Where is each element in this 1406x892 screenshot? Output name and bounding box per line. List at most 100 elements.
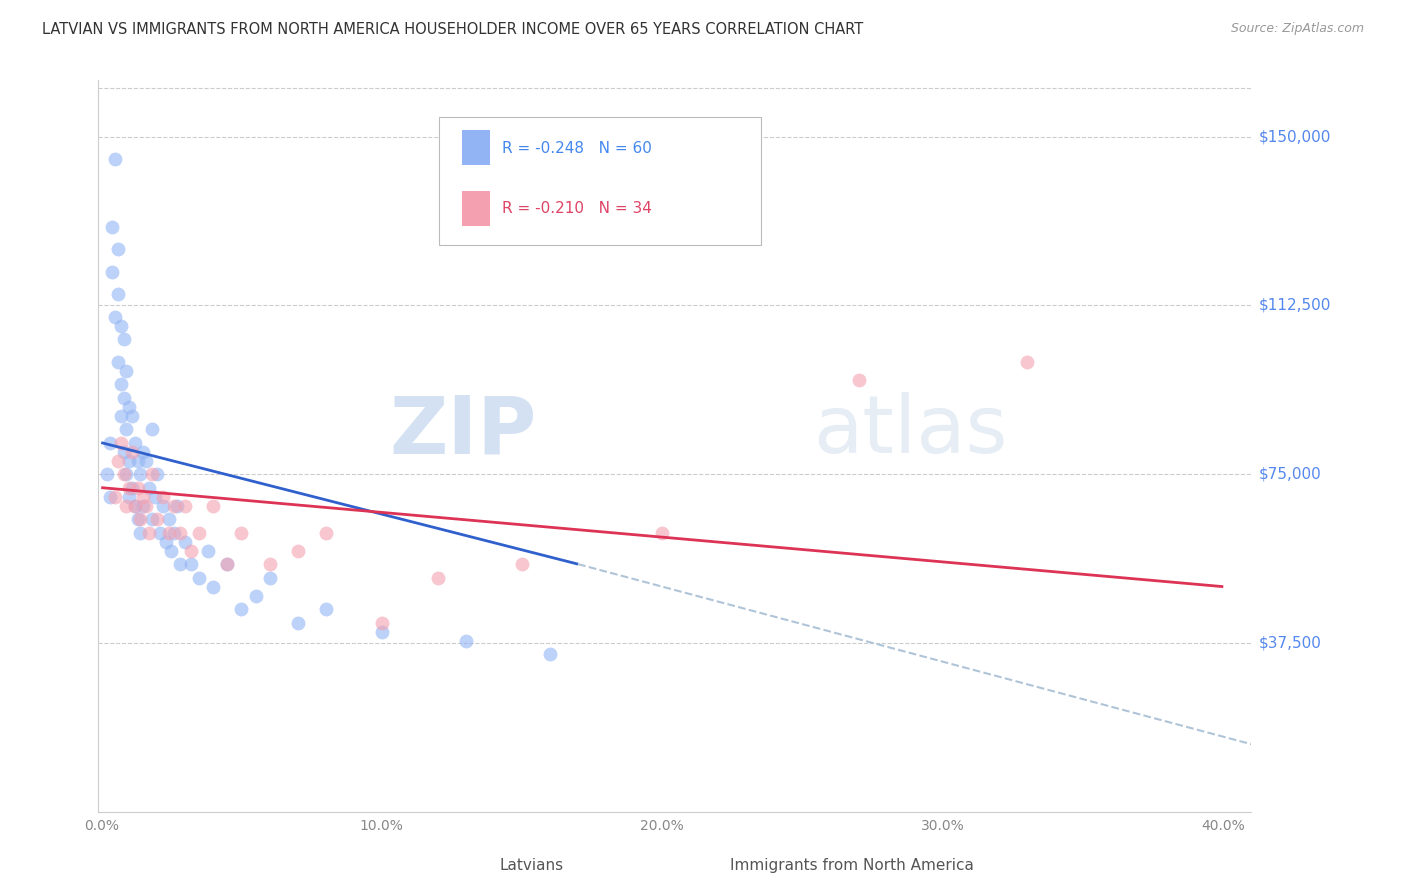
Point — [188, 525, 211, 540]
Point — [371, 615, 394, 630]
Text: R = -0.210   N = 34: R = -0.210 N = 34 — [502, 202, 652, 216]
Point — [121, 409, 143, 423]
Point — [107, 287, 129, 301]
Point — [180, 543, 202, 558]
Point — [104, 490, 127, 504]
Point — [160, 543, 183, 558]
Point — [180, 557, 202, 571]
Text: $37,500: $37,500 — [1258, 635, 1322, 650]
Point — [166, 499, 188, 513]
Point — [138, 481, 160, 495]
Point — [163, 499, 186, 513]
Point — [157, 525, 180, 540]
Point — [98, 435, 121, 450]
Bar — [461, 130, 491, 165]
Text: Source: ZipAtlas.com: Source: ZipAtlas.com — [1230, 22, 1364, 36]
Point — [202, 580, 225, 594]
Point — [135, 499, 157, 513]
Point — [115, 422, 138, 436]
Point — [112, 332, 135, 346]
Point — [110, 377, 132, 392]
Point — [132, 499, 155, 513]
Point — [315, 525, 337, 540]
Point — [202, 499, 225, 513]
Point — [217, 557, 239, 571]
Point — [169, 557, 191, 571]
Point — [287, 615, 309, 630]
Point — [129, 525, 152, 540]
Point — [1015, 354, 1038, 368]
Point — [426, 571, 449, 585]
Point — [127, 512, 149, 526]
Point — [118, 490, 141, 504]
Text: $150,000: $150,000 — [1258, 129, 1330, 144]
Point — [174, 534, 197, 549]
Point — [112, 391, 135, 405]
Point — [96, 467, 118, 482]
Text: $75,000: $75,000 — [1258, 467, 1322, 482]
Point — [118, 453, 141, 467]
Bar — [697, 852, 723, 880]
Point — [157, 512, 180, 526]
Point — [141, 422, 163, 436]
Point — [110, 318, 132, 333]
Point — [110, 409, 132, 423]
Point — [315, 602, 337, 616]
Point — [107, 242, 129, 256]
Point — [510, 557, 533, 571]
Point — [129, 467, 152, 482]
Point — [146, 512, 169, 526]
Point — [245, 589, 267, 603]
Point — [651, 525, 673, 540]
Point — [121, 481, 143, 495]
Point — [115, 467, 138, 482]
FancyBboxPatch shape — [439, 117, 762, 245]
Point — [138, 525, 160, 540]
Point — [188, 571, 211, 585]
Point — [132, 444, 155, 458]
Point — [101, 219, 124, 234]
Point — [217, 557, 239, 571]
Point — [112, 444, 135, 458]
Point — [287, 543, 309, 558]
Point — [141, 467, 163, 482]
Point — [107, 453, 129, 467]
Point — [197, 543, 219, 558]
Point — [848, 373, 870, 387]
Point — [118, 481, 141, 495]
Bar — [467, 852, 492, 880]
Point — [104, 310, 127, 324]
Point — [115, 499, 138, 513]
Point — [127, 453, 149, 467]
Point — [112, 467, 135, 482]
Point — [129, 512, 152, 526]
Point — [371, 624, 394, 639]
Text: Immigrants from North America: Immigrants from North America — [730, 858, 974, 873]
Point — [152, 490, 174, 504]
Point — [127, 481, 149, 495]
Point — [118, 400, 141, 414]
Text: atlas: atlas — [813, 392, 1008, 470]
Point — [132, 490, 155, 504]
Point — [107, 354, 129, 368]
Point — [124, 499, 146, 513]
Point — [259, 557, 281, 571]
Point — [98, 490, 121, 504]
Point — [454, 633, 477, 648]
Text: $112,500: $112,500 — [1258, 298, 1330, 313]
Bar — [461, 191, 491, 226]
Point — [259, 571, 281, 585]
Point — [152, 499, 174, 513]
Point — [101, 264, 124, 278]
Point — [155, 534, 177, 549]
Point — [141, 512, 163, 526]
Point — [231, 602, 253, 616]
Point — [135, 453, 157, 467]
Point — [149, 525, 172, 540]
Text: ZIP: ZIP — [389, 392, 537, 470]
Text: LATVIAN VS IMMIGRANTS FROM NORTH AMERICA HOUSEHOLDER INCOME OVER 65 YEARS CORREL: LATVIAN VS IMMIGRANTS FROM NORTH AMERICA… — [42, 22, 863, 37]
Text: R = -0.248   N = 60: R = -0.248 N = 60 — [502, 141, 652, 156]
Point — [124, 499, 146, 513]
Point — [169, 525, 191, 540]
Point — [124, 435, 146, 450]
